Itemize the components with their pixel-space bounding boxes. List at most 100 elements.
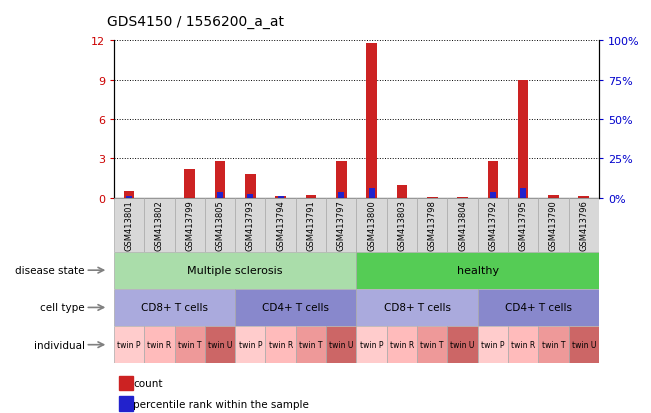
Text: GSM413802: GSM413802 <box>155 200 164 250</box>
Bar <box>427 197 437 198</box>
Bar <box>118 376 133 390</box>
Bar <box>490 193 496 198</box>
Text: GDS4150 / 1556200_a_at: GDS4150 / 1556200_a_at <box>107 15 284 29</box>
Bar <box>508 198 538 252</box>
Bar <box>266 326 296 363</box>
Text: twin T: twin T <box>178 340 201 349</box>
Text: GSM413805: GSM413805 <box>215 200 225 250</box>
Text: count: count <box>133 378 163 388</box>
Text: twin P: twin P <box>117 340 141 349</box>
Bar <box>508 326 538 363</box>
Text: twin R: twin R <box>147 340 171 349</box>
Text: CD4+ T cells: CD4+ T cells <box>505 303 572 313</box>
Text: GSM413799: GSM413799 <box>185 200 194 250</box>
Bar <box>275 197 286 198</box>
Text: Multiple sclerosis: Multiple sclerosis <box>187 266 283 275</box>
Bar <box>538 198 568 252</box>
Bar <box>296 326 326 363</box>
Bar <box>277 196 284 198</box>
Text: twin U: twin U <box>208 340 232 349</box>
Bar <box>215 161 225 198</box>
Text: twin U: twin U <box>329 340 353 349</box>
Text: GSM413790: GSM413790 <box>549 200 558 250</box>
Text: twin R: twin R <box>390 340 414 349</box>
Text: twin U: twin U <box>572 340 596 349</box>
Text: GSM413796: GSM413796 <box>579 200 589 251</box>
Bar <box>114 198 145 252</box>
Bar <box>520 189 526 198</box>
Bar <box>184 169 195 198</box>
Bar <box>247 195 253 198</box>
Text: twin T: twin T <box>421 340 444 349</box>
Text: GSM413797: GSM413797 <box>337 200 346 251</box>
Text: healthy: healthy <box>456 266 499 275</box>
Text: twin R: twin R <box>268 340 293 349</box>
Text: GSM413798: GSM413798 <box>428 200 437 251</box>
Bar <box>217 192 223 198</box>
Bar <box>174 198 205 252</box>
Text: GSM413803: GSM413803 <box>397 200 406 251</box>
Text: cell type: cell type <box>40 303 85 313</box>
Text: GSM413791: GSM413791 <box>307 200 316 250</box>
Text: GSM413792: GSM413792 <box>488 200 497 250</box>
Bar <box>447 326 478 363</box>
Bar <box>145 326 174 363</box>
Text: twin P: twin P <box>481 340 505 349</box>
Bar <box>478 326 508 363</box>
Text: GSM413800: GSM413800 <box>367 200 376 250</box>
Bar <box>118 396 133 411</box>
Bar <box>568 198 599 252</box>
Bar <box>367 44 377 198</box>
Text: twin T: twin T <box>542 340 565 349</box>
Bar <box>266 198 296 252</box>
Text: disease state: disease state <box>15 266 85 275</box>
Bar <box>306 196 316 198</box>
Bar <box>478 198 508 252</box>
Text: CD8+ T cells: CD8+ T cells <box>383 303 450 313</box>
Text: twin T: twin T <box>299 340 323 349</box>
Bar <box>488 161 498 198</box>
Bar <box>235 198 266 252</box>
Bar <box>245 175 256 198</box>
Text: percentile rank within the sample: percentile rank within the sample <box>133 399 309 409</box>
Bar <box>357 289 478 326</box>
Text: CD8+ T cells: CD8+ T cells <box>141 303 208 313</box>
Bar <box>447 198 478 252</box>
Bar <box>457 197 468 198</box>
Bar <box>368 189 374 198</box>
Text: GSM413801: GSM413801 <box>124 200 133 250</box>
Bar <box>548 196 559 198</box>
Text: CD4+ T cells: CD4+ T cells <box>262 303 329 313</box>
Text: GSM413795: GSM413795 <box>519 200 528 250</box>
Text: twin R: twin R <box>511 340 535 349</box>
Text: GSM413794: GSM413794 <box>276 200 285 250</box>
Bar <box>339 193 344 198</box>
Text: individual: individual <box>34 340 85 350</box>
Bar <box>387 326 417 363</box>
Bar <box>357 252 599 289</box>
Bar <box>579 197 589 198</box>
Bar <box>336 161 346 198</box>
Text: twin P: twin P <box>238 340 262 349</box>
Text: GSM413804: GSM413804 <box>458 200 467 250</box>
Bar <box>235 326 266 363</box>
Bar <box>538 326 568 363</box>
Bar <box>235 289 357 326</box>
Bar <box>326 326 357 363</box>
Bar <box>568 326 599 363</box>
Bar <box>417 198 447 252</box>
Bar <box>205 326 235 363</box>
Bar <box>396 185 407 198</box>
Text: GSM413793: GSM413793 <box>246 200 255 251</box>
Text: twin U: twin U <box>450 340 475 349</box>
Bar <box>296 198 326 252</box>
Bar <box>205 198 235 252</box>
Bar <box>478 289 599 326</box>
Bar <box>518 81 529 198</box>
Bar <box>114 289 235 326</box>
Text: twin P: twin P <box>360 340 383 349</box>
Bar <box>357 198 387 252</box>
Bar <box>357 326 387 363</box>
Bar <box>114 326 145 363</box>
Bar <box>174 326 205 363</box>
